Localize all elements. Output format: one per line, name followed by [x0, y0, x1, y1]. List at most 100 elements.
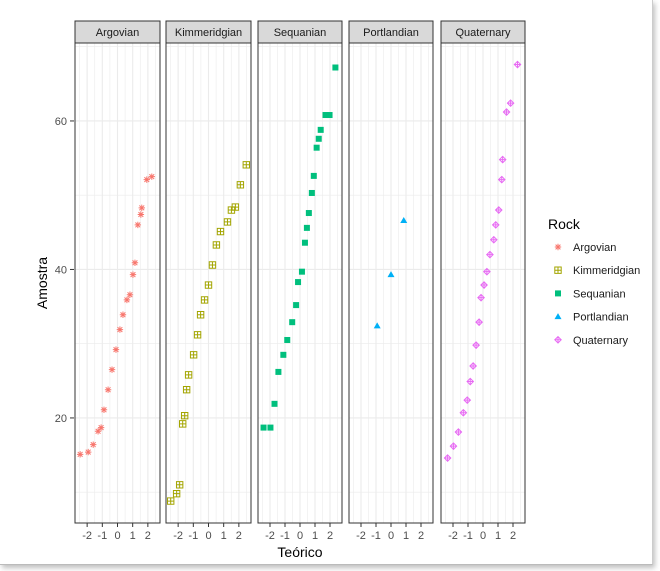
- data-point: [134, 221, 142, 229]
- data-point: [443, 454, 452, 462]
- x-tick-label: -2: [173, 530, 183, 542]
- legend-item-quaternary: Quaternary: [554, 335, 629, 347]
- data-point: [554, 313, 562, 320]
- x-tick-label: 2: [327, 530, 333, 542]
- x-tick-label: 2: [510, 530, 516, 542]
- facet-strip-label: Portlandian: [363, 27, 419, 39]
- data-point: [167, 497, 175, 505]
- data-point: [466, 377, 475, 386]
- data-point: [502, 108, 511, 116]
- legend-label: Sequanian: [573, 288, 626, 300]
- data-point: [459, 408, 468, 417]
- data-point: [498, 155, 507, 164]
- facet-panel-sequanian: Sequanian -2 -1 0 1 2: [257, 20, 343, 542]
- data-point: [193, 331, 202, 339]
- facet-strip-label: Sequanian: [274, 27, 327, 39]
- x-tick-label: 2: [145, 530, 151, 542]
- data-point: [189, 351, 198, 359]
- legend-label: Portlandian: [573, 312, 629, 324]
- data-point: [503, 108, 510, 116]
- data-point: [555, 290, 561, 297]
- data-point: [260, 424, 267, 431]
- x-tick-label: 2: [418, 530, 424, 542]
- data-point: [204, 281, 213, 289]
- x-tick-label: -1: [97, 530, 107, 542]
- data-point: [317, 126, 324, 133]
- data-point: [554, 336, 562, 343]
- data-point: [477, 294, 485, 301]
- data-point: [275, 368, 282, 375]
- data-point: [460, 409, 467, 416]
- data-point: [216, 227, 225, 236]
- x-tick-label: 1: [403, 530, 409, 542]
- data-point: [449, 442, 458, 451]
- data-point: [463, 396, 472, 405]
- data-point: [490, 236, 497, 243]
- x-tick-label: -2: [82, 530, 92, 542]
- data-point: [116, 326, 124, 333]
- x-tick-label: -2: [448, 530, 458, 542]
- facet-strip-label: Argovian: [96, 27, 139, 39]
- data-point: [444, 454, 451, 462]
- data-point: [554, 335, 562, 344]
- data-point: [94, 428, 102, 435]
- legend-item-portlandian: Portlandian: [554, 312, 629, 324]
- legend-item-argovian: Argovian: [554, 242, 616, 254]
- data-point: [126, 291, 134, 298]
- data-point: [486, 251, 494, 258]
- data-point: [298, 268, 305, 275]
- data-point: [494, 206, 503, 214]
- data-point: [467, 378, 474, 385]
- data-point: [184, 371, 193, 379]
- data-point: [489, 235, 498, 244]
- data-point: [271, 400, 278, 407]
- data-point: [129, 271, 137, 278]
- data-point: [513, 60, 522, 69]
- data-point: [310, 172, 317, 179]
- data-point: [289, 319, 296, 326]
- data-point: [469, 362, 478, 370]
- data-point: [483, 268, 491, 275]
- x-tick-label: 0: [114, 530, 120, 542]
- data-point: [119, 311, 127, 318]
- data-point: [90, 441, 97, 448]
- y-tick-label: 40: [55, 264, 67, 276]
- data-point: [178, 420, 187, 428]
- y-axis-title: Amostra: [34, 257, 50, 309]
- legend-label: Argovian: [573, 242, 616, 254]
- data-point: [492, 221, 499, 229]
- data-point: [76, 451, 84, 458]
- x-tick-label: -1: [280, 530, 290, 542]
- legend-title: Rock: [548, 216, 581, 232]
- data-point: [148, 173, 156, 180]
- data-point: [308, 189, 315, 196]
- data-point: [464, 396, 471, 404]
- data-point: [196, 311, 205, 319]
- data-point: [301, 239, 308, 246]
- data-point: [267, 424, 274, 431]
- x-tick-label: -2: [265, 530, 275, 542]
- data-point: [554, 266, 562, 274]
- data-point: [100, 406, 108, 413]
- facet-panel-argovian: Argovian -2 -1 0 1 2: [74, 20, 161, 542]
- data-point: [242, 161, 250, 169]
- facet-strip-label: Kimmeridgian: [175, 27, 242, 39]
- x-tick-label: 1: [312, 530, 318, 542]
- data-point: [313, 144, 320, 151]
- data-point: [332, 64, 339, 71]
- data-point: [137, 211, 145, 218]
- data-point: [85, 448, 92, 456]
- data-point: [454, 428, 463, 436]
- data-point: [123, 296, 131, 304]
- data-point: [373, 322, 381, 329]
- data-point: [138, 204, 145, 212]
- data-point: [131, 259, 139, 266]
- data-point: [506, 99, 515, 108]
- data-point: [108, 366, 116, 373]
- facet-panel-kimmeridgian: Kimmeridgian -2 -1 0 1 2: [165, 20, 252, 542]
- x-tick-label: 0: [388, 530, 394, 542]
- legend: Rock Argovian Kimmeridgian Sequanian Portlan…: [548, 216, 640, 347]
- data-point: [469, 362, 477, 370]
- data-point: [475, 318, 484, 327]
